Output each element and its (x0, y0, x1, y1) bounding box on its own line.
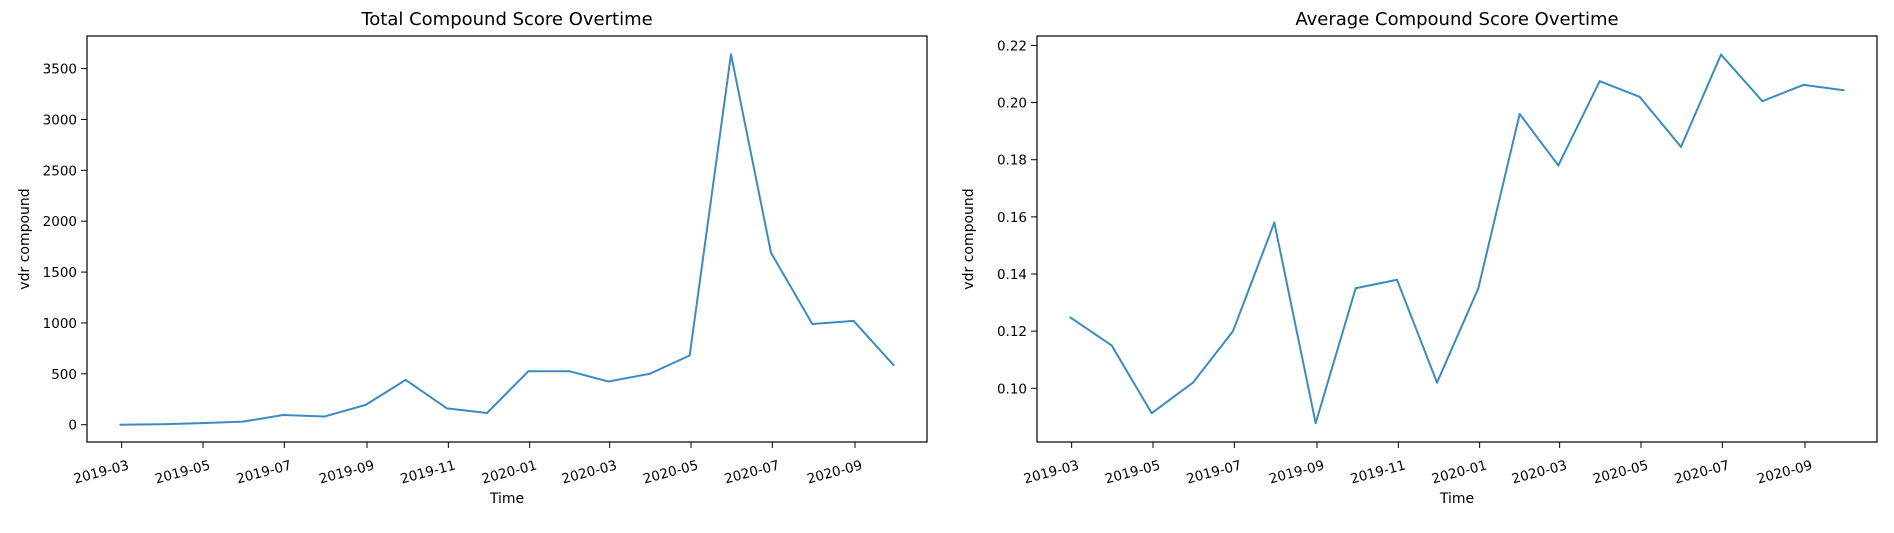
x-tick-label: 2020-09 (1755, 457, 1814, 487)
x-tick-label: 2019-07 (235, 457, 294, 487)
x-tick-label: 2019-09 (1267, 457, 1326, 487)
data-point (1680, 145, 1682, 148)
data-point (607, 380, 610, 383)
y-tick-label: 2000 (43, 214, 77, 230)
data-point (200, 422, 203, 425)
data-point (1802, 83, 1805, 86)
x-tick-label: 2019-09 (317, 457, 376, 487)
chart-1: Total Compound Score Overtime 0 500 1000 150… (17, 9, 928, 507)
chart-2: Average Compound Score Overtime 0.10 0.12 0… (961, 9, 1878, 507)
data-point (486, 412, 488, 414)
x-tick-label: 2020-01 (1430, 457, 1489, 487)
data-point (1110, 344, 1113, 347)
data-point (892, 364, 895, 367)
y-tick-label: 3000 (43, 112, 77, 128)
y-tick-label: 1500 (43, 265, 77, 281)
y-tick-label: 0.16 (997, 210, 1027, 226)
data-point (1150, 412, 1153, 415)
x-tick-label: 2019-03 (72, 457, 131, 487)
data-point (1396, 278, 1398, 281)
x-tick-label: 2020-05 (1591, 457, 1650, 487)
data-point (446, 407, 448, 410)
y-tick-label: 0 (68, 418, 77, 434)
data-point (364, 403, 367, 406)
data-point (1477, 287, 1480, 290)
y-tick-label: 2500 (43, 163, 77, 179)
data-point (1354, 287, 1357, 290)
x-tick-label: 2019-05 (153, 457, 212, 487)
data-point (811, 322, 814, 325)
x-tick-label: 2019-05 (1103, 457, 1162, 487)
x-tick-label: 2020-01 (480, 457, 539, 487)
series-line (120, 53, 895, 426)
data-point (242, 420, 244, 423)
data-point (770, 251, 772, 254)
x-tick-label: 2020-09 (805, 457, 864, 487)
x-axis-label: Time (489, 491, 524, 507)
data-point (1638, 95, 1641, 98)
data-point (1720, 53, 1722, 56)
y-tick-label: 500 (51, 367, 77, 383)
data-point (852, 319, 855, 322)
data-point (527, 370, 530, 373)
x-tick-label: 2019-11 (1349, 457, 1408, 487)
data-point (1314, 422, 1317, 425)
data-point (730, 53, 732, 56)
data-point (648, 372, 651, 375)
x-tick-label: 2020-03 (560, 457, 619, 487)
y-tick-label: 0.22 (997, 38, 1027, 54)
y-tick-label: 3500 (43, 62, 77, 78)
x-tick-label: 2019-11 (399, 457, 458, 487)
y-tick-label: 0.18 (997, 153, 1027, 169)
data-point (1557, 164, 1560, 167)
data-point (323, 415, 326, 418)
y-tick-label: 0.20 (997, 96, 1027, 112)
data-point (1069, 316, 1072, 319)
x-tick-label: 2020-05 (641, 457, 700, 487)
x-tick-label: 2020-03 (1510, 457, 1569, 487)
data-point (119, 423, 122, 426)
plot-frame (1036, 35, 1878, 443)
data-point (1232, 330, 1234, 333)
data-point (688, 354, 691, 357)
data-point (1518, 113, 1521, 115)
y-tick-label: 1000 (43, 316, 77, 332)
chart-title: Average Compound Score Overtime (1295, 9, 1618, 30)
data-point (568, 370, 571, 373)
data-point (1761, 100, 1764, 103)
series-line (1069, 53, 1844, 425)
data-point (1842, 89, 1845, 92)
y-axis-label: vdr compound (961, 188, 977, 289)
plot-frame (86, 35, 928, 443)
data-point (160, 423, 163, 426)
x-tick-label: 2019-07 (1185, 457, 1244, 487)
x-tick-label: 2020-07 (1673, 457, 1732, 487)
data-point (282, 414, 284, 417)
chart-title: Total Compound Score Overtime (360, 9, 652, 30)
x-tick-label: 2019-03 (1022, 457, 1081, 487)
y-tick-label: 0.14 (997, 267, 1027, 283)
data-point (1598, 80, 1601, 83)
y-axis-label: vdr compound (17, 188, 33, 289)
x-axis-label: Time (1439, 491, 1474, 507)
y-tick-label: 0.10 (997, 381, 1027, 397)
y-tick-label: 0.12 (997, 324, 1027, 340)
data-point (1436, 381, 1438, 384)
data-point (1273, 221, 1276, 224)
data-point (404, 378, 407, 381)
data-point (1192, 381, 1194, 384)
x-tick-label: 2020-07 (723, 457, 782, 487)
